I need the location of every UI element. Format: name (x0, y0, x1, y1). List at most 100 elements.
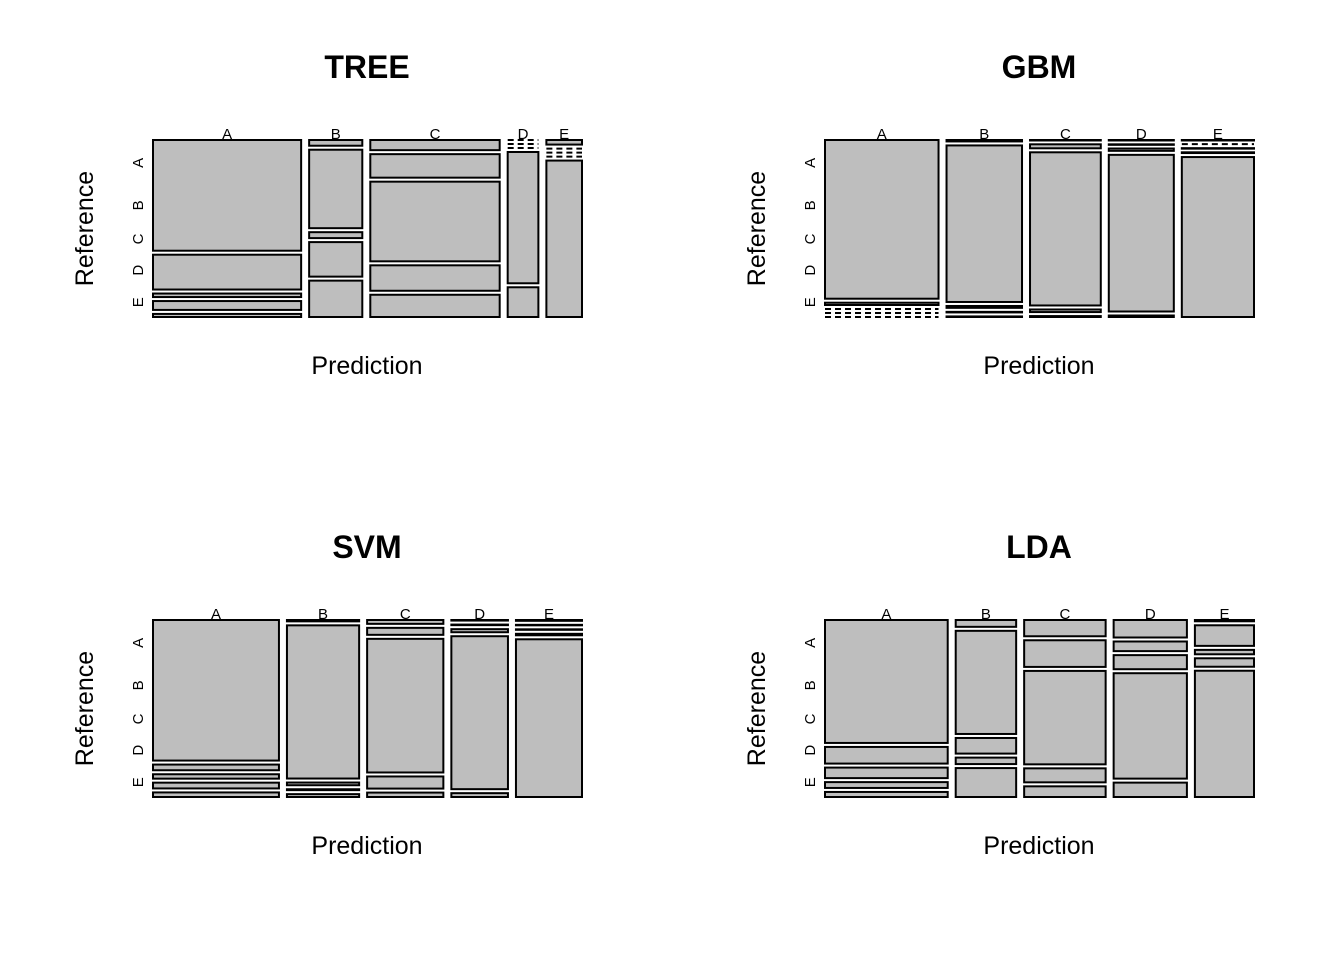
y-tick-label: B (130, 680, 147, 690)
mosaic-tile-ref-C-pred-A (824, 766, 949, 780)
mosaic-tile-ref-A-pred-B (285, 619, 361, 623)
mosaic-tile-ref-D-pred-A (152, 300, 303, 311)
mosaic-tile-ref-E-pred-B (308, 279, 364, 319)
x-tick-label: B (979, 126, 989, 143)
y-tick-label: A (130, 638, 147, 648)
mosaic-tile-ref-E-pred-D (1107, 314, 1175, 318)
mosaic-tile-ref-A-pred-D (1107, 139, 1175, 142)
mosaic-tile-ref-C-pred-B (945, 304, 1024, 309)
mosaic-tile-ref-A-pred-B (954, 619, 1018, 628)
mosaic-tile-ref-D-pred-C (369, 264, 501, 292)
x-tick-label: B (318, 606, 328, 623)
y-tick-label: C (130, 713, 147, 724)
y-tick-label: E (130, 297, 147, 307)
y-tick-label: B (802, 680, 819, 690)
y-tick-label: E (802, 297, 819, 307)
mosaic-tile-ref-E-pred-A (824, 790, 949, 798)
x-tick-label: A (222, 126, 232, 143)
mosaic-tile-ref-A-pred-B (945, 139, 1024, 143)
x-tick-label: C (400, 606, 411, 623)
mosaic-tile-ref-A-pred-C (369, 139, 501, 152)
mosaic-tile-ref-D-pred-D (506, 151, 540, 285)
mosaic-panel-tree: TREE Prediction Reference A B C D E A B C D E (71, 49, 583, 380)
mosaic-tile-ref-E-pred-C (1023, 785, 1107, 799)
x-tick-label: D (518, 126, 529, 143)
x-tick-label: E (1219, 606, 1229, 623)
x-tick-label: B (981, 606, 991, 623)
y-tick-label: C (802, 233, 819, 244)
mosaic-tile-ref-E-pred-C (369, 293, 501, 318)
mosaic-tile-ref-C-pred-D (450, 628, 509, 634)
mosaic-tile-ref-B-pred-D (1107, 143, 1175, 146)
mosaic-tile-ref-C-pred-C (369, 180, 501, 263)
mosaic-tile-ref-E-pred-E (514, 638, 584, 798)
mosaic-tile-ref-C-pred-C (1029, 151, 1102, 307)
mosaic-tile-ref-B-pred-A (824, 745, 949, 765)
mosaic-tile-ref-D-pred-B (954, 756, 1018, 766)
mosaic-tile-ref-A-pred-C (366, 619, 445, 625)
mosaic-tile-ref-A-pred-A (824, 139, 940, 300)
mosaic-tile-ref-C-pred-D (1107, 147, 1175, 152)
y-tick-label: B (130, 200, 147, 210)
mosaic-tile-ref-E-pred-D (450, 792, 509, 799)
panel-title: LDA (1006, 529, 1072, 565)
mosaic-tile-ref-E-pred-D (506, 286, 540, 318)
mosaic-tile-ref-C-pred-B (308, 231, 364, 240)
mosaic-tile-ref-B-pred-B (945, 144, 1024, 303)
mosaic-tile-ref-D-pred-B (945, 310, 1024, 314)
x-tick-label: C (1059, 606, 1070, 623)
mosaic-tile-ref-B-pred-B (308, 148, 364, 230)
x-tick-label: A (877, 126, 887, 143)
y-axis-label: Reference (71, 171, 99, 286)
mosaic-tile-ref-B-pred-A (824, 301, 940, 307)
y-tick-label: E (130, 777, 147, 787)
y-tick-label: A (802, 158, 819, 168)
mosaic-tile-ref-A-pred-E (1193, 619, 1256, 623)
mosaic-tile-ref-B-pred-E (1193, 624, 1256, 647)
x-tick-label: D (1145, 606, 1156, 623)
x-axis-label: Prediction (983, 832, 1094, 860)
mosaic-tile-ref-D-pred-B (285, 788, 361, 792)
y-tick-label: D (802, 745, 819, 756)
y-axis-label: Reference (743, 651, 771, 766)
x-tick-label: B (331, 126, 341, 143)
mosaic-tile-ref-E-pred-A (152, 312, 303, 319)
mosaic-tile-ref-C-pred-D (1112, 654, 1188, 671)
mosaic-tile-ref-C-pred-A (152, 773, 280, 780)
mosaic-tile-ref-D-pred-A (824, 781, 949, 789)
mosaic-tile-ref-E-pred-E (545, 159, 583, 318)
mosaic-tile-ref-A-pred-E (545, 139, 583, 146)
mosaic-tile-ref-A-pred-A (824, 619, 949, 744)
mosaic-tile-ref-D-pred-D (1107, 153, 1175, 313)
x-tick-label: A (881, 606, 891, 623)
y-axis-label: Reference (743, 171, 771, 286)
mosaic-tile-ref-B-pred-B (285, 624, 361, 780)
y-axis-label: Reference (71, 651, 99, 766)
y-tick-label: C (130, 233, 147, 244)
y-tick-label: D (802, 265, 819, 276)
mosaic-panel-gbm: GBM Prediction Reference A B C D E A B C D E (743, 49, 1256, 380)
y-tick-label: C (802, 713, 819, 724)
mosaic-tile-ref-C-pred-E (514, 628, 584, 631)
mosaic-tile-ref-D-pred-A (152, 781, 280, 790)
mosaic-tile-ref-A-pred-C (1029, 139, 1102, 142)
mosaic-tile-ref-D-pred-E (1180, 151, 1256, 155)
mosaic-tile-ref-C-pred-E (1180, 147, 1256, 150)
mosaic-tile-ref-B-pred-D (450, 623, 509, 627)
mosaic-panel-lda: LDA Prediction Reference A B C D E A B C D E (743, 529, 1256, 860)
mosaic-tile-ref-A-pred-A (152, 139, 303, 252)
mosaic-tile-ref-B-pred-C (1029, 143, 1102, 150)
mosaic-tile-ref-E-pred-C (366, 791, 445, 799)
mosaic-tile-ref-A-pred-A (152, 619, 280, 762)
x-tick-label: C (430, 126, 441, 143)
mosaic-tile-ref-D-pred-B (308, 241, 364, 278)
mosaic-tile-ref-E-pred-D (1112, 781, 1188, 798)
y-tick-label: D (130, 265, 147, 276)
mosaic-tile-ref-E-pred-B (285, 793, 361, 798)
mosaic-tile-ref-E-pred-A (152, 791, 280, 798)
y-tick-label: B (802, 200, 819, 210)
mosaic-tile-ref-B-pred-D (1112, 640, 1188, 653)
mosaic-tile-ref-C-pred-C (366, 637, 445, 774)
panel-title: GBM (1002, 49, 1077, 85)
